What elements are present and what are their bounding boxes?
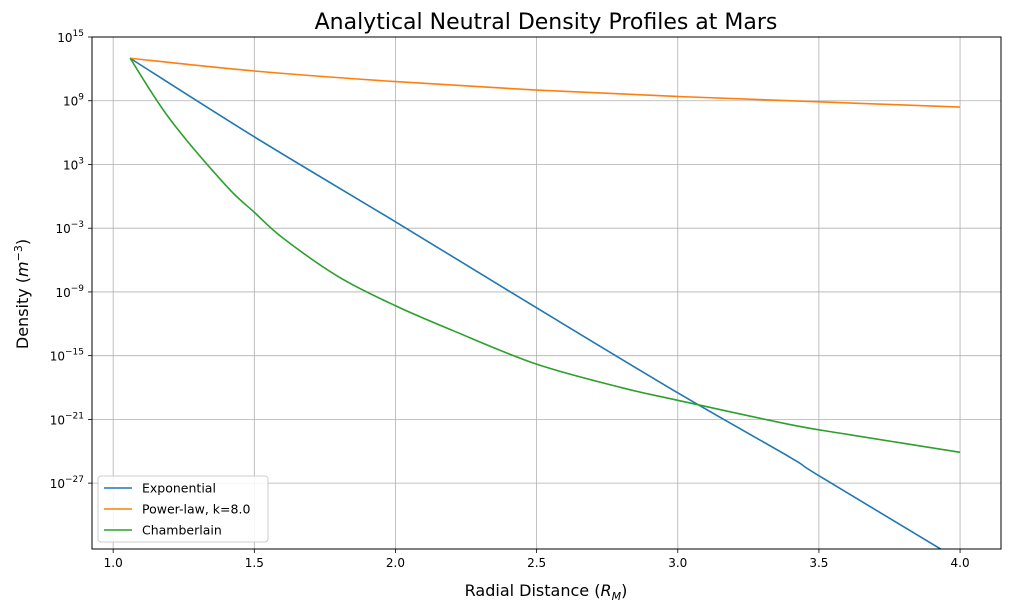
legend-label: Chamberlain [142, 523, 222, 538]
x-tick-label: 1.5 [245, 556, 264, 570]
y-tick-label-base: 10 [63, 158, 78, 172]
y-tick-label-base: 10 [63, 95, 78, 109]
y-tick-label-exponent: 3 [78, 156, 84, 166]
y-tick-label-base: 10 [50, 413, 65, 427]
x-tick-label: 2.0 [386, 556, 405, 570]
plot-frame [91, 36, 1002, 550]
series-layer [129, 57, 961, 549]
y-tick-label-exponent: 9 [78, 93, 84, 103]
y-tick-label: 10−9 [55, 284, 84, 300]
x-axis-label: Radial Distance (RM) [465, 581, 628, 603]
x-tick-label: 4.0 [951, 556, 970, 570]
y-tick-label-base: 10 [50, 350, 65, 364]
y-tick-label: 10−21 [50, 411, 84, 427]
chart-title: Analytical Neutral Density Profiles at M… [315, 10, 778, 35]
series-line-chamberlain [129, 57, 961, 454]
y-tick-label-base: 10 [55, 222, 70, 236]
y-axis-label-superscript: −3 [12, 245, 25, 261]
x-tick-label: 2.5 [527, 556, 546, 570]
x-tick-label: 3.0 [668, 556, 687, 570]
y-tick-label: 1015 [57, 29, 84, 45]
y-tick-label-exponent: −3 [71, 220, 84, 230]
legend: Exponential Power-law, k=8.0 Chamberlain [97, 475, 269, 543]
legend-label: Power-law, k=8.0 [142, 502, 250, 517]
y-tick-label: 10−3 [55, 220, 84, 236]
legend-box [97, 475, 269, 543]
y-tick-label-exponent: −15 [65, 348, 84, 358]
y-axis-label-math: m [13, 261, 32, 277]
y-tick-label-base: 10 [57, 31, 72, 45]
y-axis-label-close: ) [13, 239, 32, 245]
y-tick-label: 10−27 [50, 475, 84, 491]
y-tick-label: 109 [63, 93, 84, 109]
x-tick-label: 1.0 [104, 556, 123, 570]
y-tick-label: 10−15 [50, 348, 84, 364]
legend-label: Exponential [142, 481, 216, 496]
y-tick-label-exponent: −21 [65, 411, 84, 421]
grid-lines [92, 36, 1001, 549]
series-line-exponential [129, 57, 943, 549]
y-axis-label: Density (m−3) [12, 239, 32, 349]
y-tick-label-base: 10 [50, 477, 65, 491]
series-line-power-law-k-8-0 [130, 57, 961, 108]
x-axis-label-subscript: M [612, 590, 622, 603]
x-axis-label-close: ) [621, 581, 627, 600]
x-axis-label-text: Radial Distance ( [465, 581, 601, 600]
y-tick-label: 103 [63, 156, 84, 172]
y-tick-label-exponent: 15 [73, 29, 84, 39]
y-tick-label-exponent: −9 [71, 284, 85, 294]
x-tick-label: 3.5 [809, 556, 828, 570]
y-axis-label-text: Density ( [13, 277, 32, 349]
x-axis-ticks: 1.0 1.5 2.0 2.5 3.0 3.5 4.0 [104, 549, 970, 570]
y-tick-label-exponent: −27 [65, 475, 84, 485]
y-tick-label-base: 10 [55, 286, 70, 300]
x-axis-label-math: R [600, 581, 611, 600]
